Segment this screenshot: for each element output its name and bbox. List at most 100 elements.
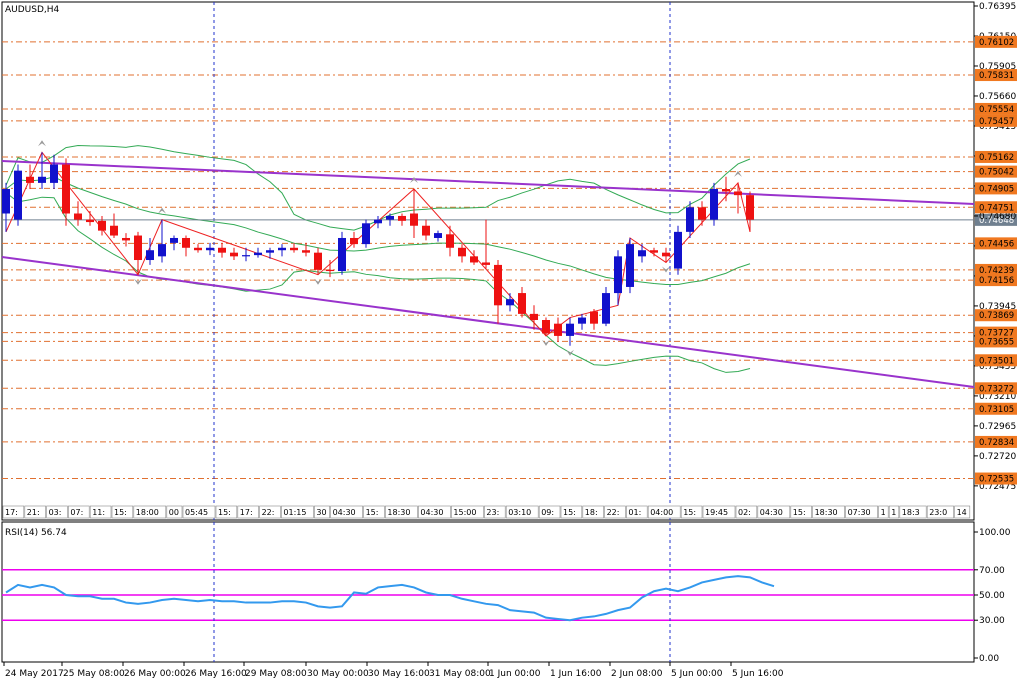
candle-body [146, 250, 154, 261]
candle-body [314, 252, 322, 270]
time-tag-bg [215, 505, 238, 519]
time-label: 29 May 08:00 [245, 669, 307, 679]
candle-body [122, 237, 130, 241]
rsi-period-separators [213, 522, 671, 662]
fractal-up [410, 177, 418, 184]
hline-tag-0: 0.76102 [979, 38, 1014, 48]
candle-body [686, 207, 694, 232]
time-tag: 11: [92, 508, 105, 517]
candle-body [662, 252, 670, 257]
rsi-tick-label: 0.00 [979, 654, 999, 664]
hline-tag-4: 0.75162 [979, 153, 1014, 163]
rsi-levels [2, 569, 974, 621]
fractal-down [542, 339, 550, 346]
time-tag: 05:45 [185, 508, 208, 517]
time-tag-bg [538, 505, 561, 519]
time-tag: 1 [881, 508, 886, 517]
time-tag: 18:30 [387, 508, 410, 517]
time-label: 26 May 16:00 [185, 669, 247, 679]
upper-trendline[interactable] [1, 160, 975, 205]
fractal-up [734, 170, 742, 177]
candle-body [74, 213, 82, 220]
candle-body [134, 235, 142, 261]
time-label: 25 May 08:00 [63, 669, 125, 679]
fractal-markers [38, 140, 742, 356]
price-panel-frame [1, 1, 975, 521]
time-axis: 24 May 2017 25 May 08:00 26 May 00:00 26 Ma… [3, 662, 784, 679]
time-label: 30 May 16:00 [368, 669, 430, 679]
price-tick-label: 0.75660 [979, 92, 1016, 102]
time-tag: 04:00 [650, 508, 673, 517]
time-tag-bg [899, 505, 927, 519]
candle-body [494, 264, 502, 306]
hline-tag-13: 0.73655 [979, 337, 1014, 347]
time-tag: 07: [70, 508, 83, 517]
time-tag-bg [2, 505, 25, 519]
candle-body [746, 195, 754, 220]
time-tag: 18:3 [902, 508, 920, 517]
current-price-tag-bg [975, 213, 1017, 226]
candle-body [554, 323, 562, 336]
hline-tag-2: 0.75554 [979, 105, 1014, 115]
price-tick-label: 0.76395 [979, 2, 1016, 12]
time-tag-bg [314, 505, 330, 519]
time-tag-bg [133, 505, 167, 519]
time-tag-bg [46, 505, 68, 519]
candle-body [578, 317, 586, 324]
candle-body [218, 247, 226, 253]
candle-body [38, 176, 46, 183]
time-tag: 21: [27, 508, 40, 517]
candle-body [566, 323, 574, 336]
time-tag: 18:30 [815, 508, 838, 517]
rsi-panel-frame [1, 521, 975, 663]
candle-body [434, 233, 442, 238]
candle-body [410, 213, 418, 226]
candle-body [26, 176, 34, 183]
time-tag-bg [68, 505, 90, 519]
candle-body [698, 207, 706, 220]
hline-tag-bg [975, 201, 1017, 214]
hline-tag-bg [975, 35, 1017, 48]
time-label: 26 May 00:00 [124, 669, 186, 679]
price-tick-label: 0.73455 [979, 362, 1016, 372]
candle-body [278, 247, 286, 251]
candle-body [362, 223, 370, 245]
time-tag-bg [626, 505, 648, 519]
time-tag: 14 [957, 508, 967, 517]
hline-tag-bg [975, 114, 1017, 127]
candle-body [62, 164, 70, 214]
candle-body [674, 231, 682, 269]
time-tag: 15: [563, 508, 576, 517]
candle-body [506, 299, 514, 306]
time-tag-bg [166, 505, 183, 519]
time-tag: 15:00 [453, 508, 476, 517]
time-tag: 04:30 [333, 508, 356, 517]
time-tag-bg [604, 505, 626, 519]
time-tag: 01:15 [283, 508, 306, 517]
time-tag: 15: [793, 508, 806, 517]
time-tag-bg [926, 505, 954, 519]
candle-body [626, 244, 634, 287]
candle-body [590, 311, 598, 324]
candle-body [398, 215, 406, 221]
hline-tag-bg [975, 182, 1017, 195]
candle-body [530, 313, 538, 321]
time-tag-bg [954, 505, 971, 519]
hline-tag-11: 0.73869 [979, 311, 1014, 321]
candle-body [266, 250, 274, 253]
candle-body [302, 250, 310, 253]
time-tags-row: 17: 21: 03: 07: 11: 15: 18:00 00 05:45 15: 17: 22: 0… [2, 505, 971, 519]
time-tag-bg [363, 505, 385, 519]
hline-tag-bg [975, 165, 1017, 178]
time-tag-bg [237, 505, 259, 519]
candle-body [326, 269, 334, 272]
lower-trendline[interactable] [1, 256, 975, 388]
hline-tag-bg [975, 150, 1017, 163]
time-tag: 15: [114, 508, 127, 517]
time-tag: 23:0 [929, 508, 947, 517]
time-tag-bg [451, 505, 484, 519]
fractal-down [566, 349, 574, 356]
current-price-tag: 0.74648 [979, 216, 1014, 226]
candle-body [458, 247, 466, 257]
time-tag: 01: [628, 508, 641, 517]
